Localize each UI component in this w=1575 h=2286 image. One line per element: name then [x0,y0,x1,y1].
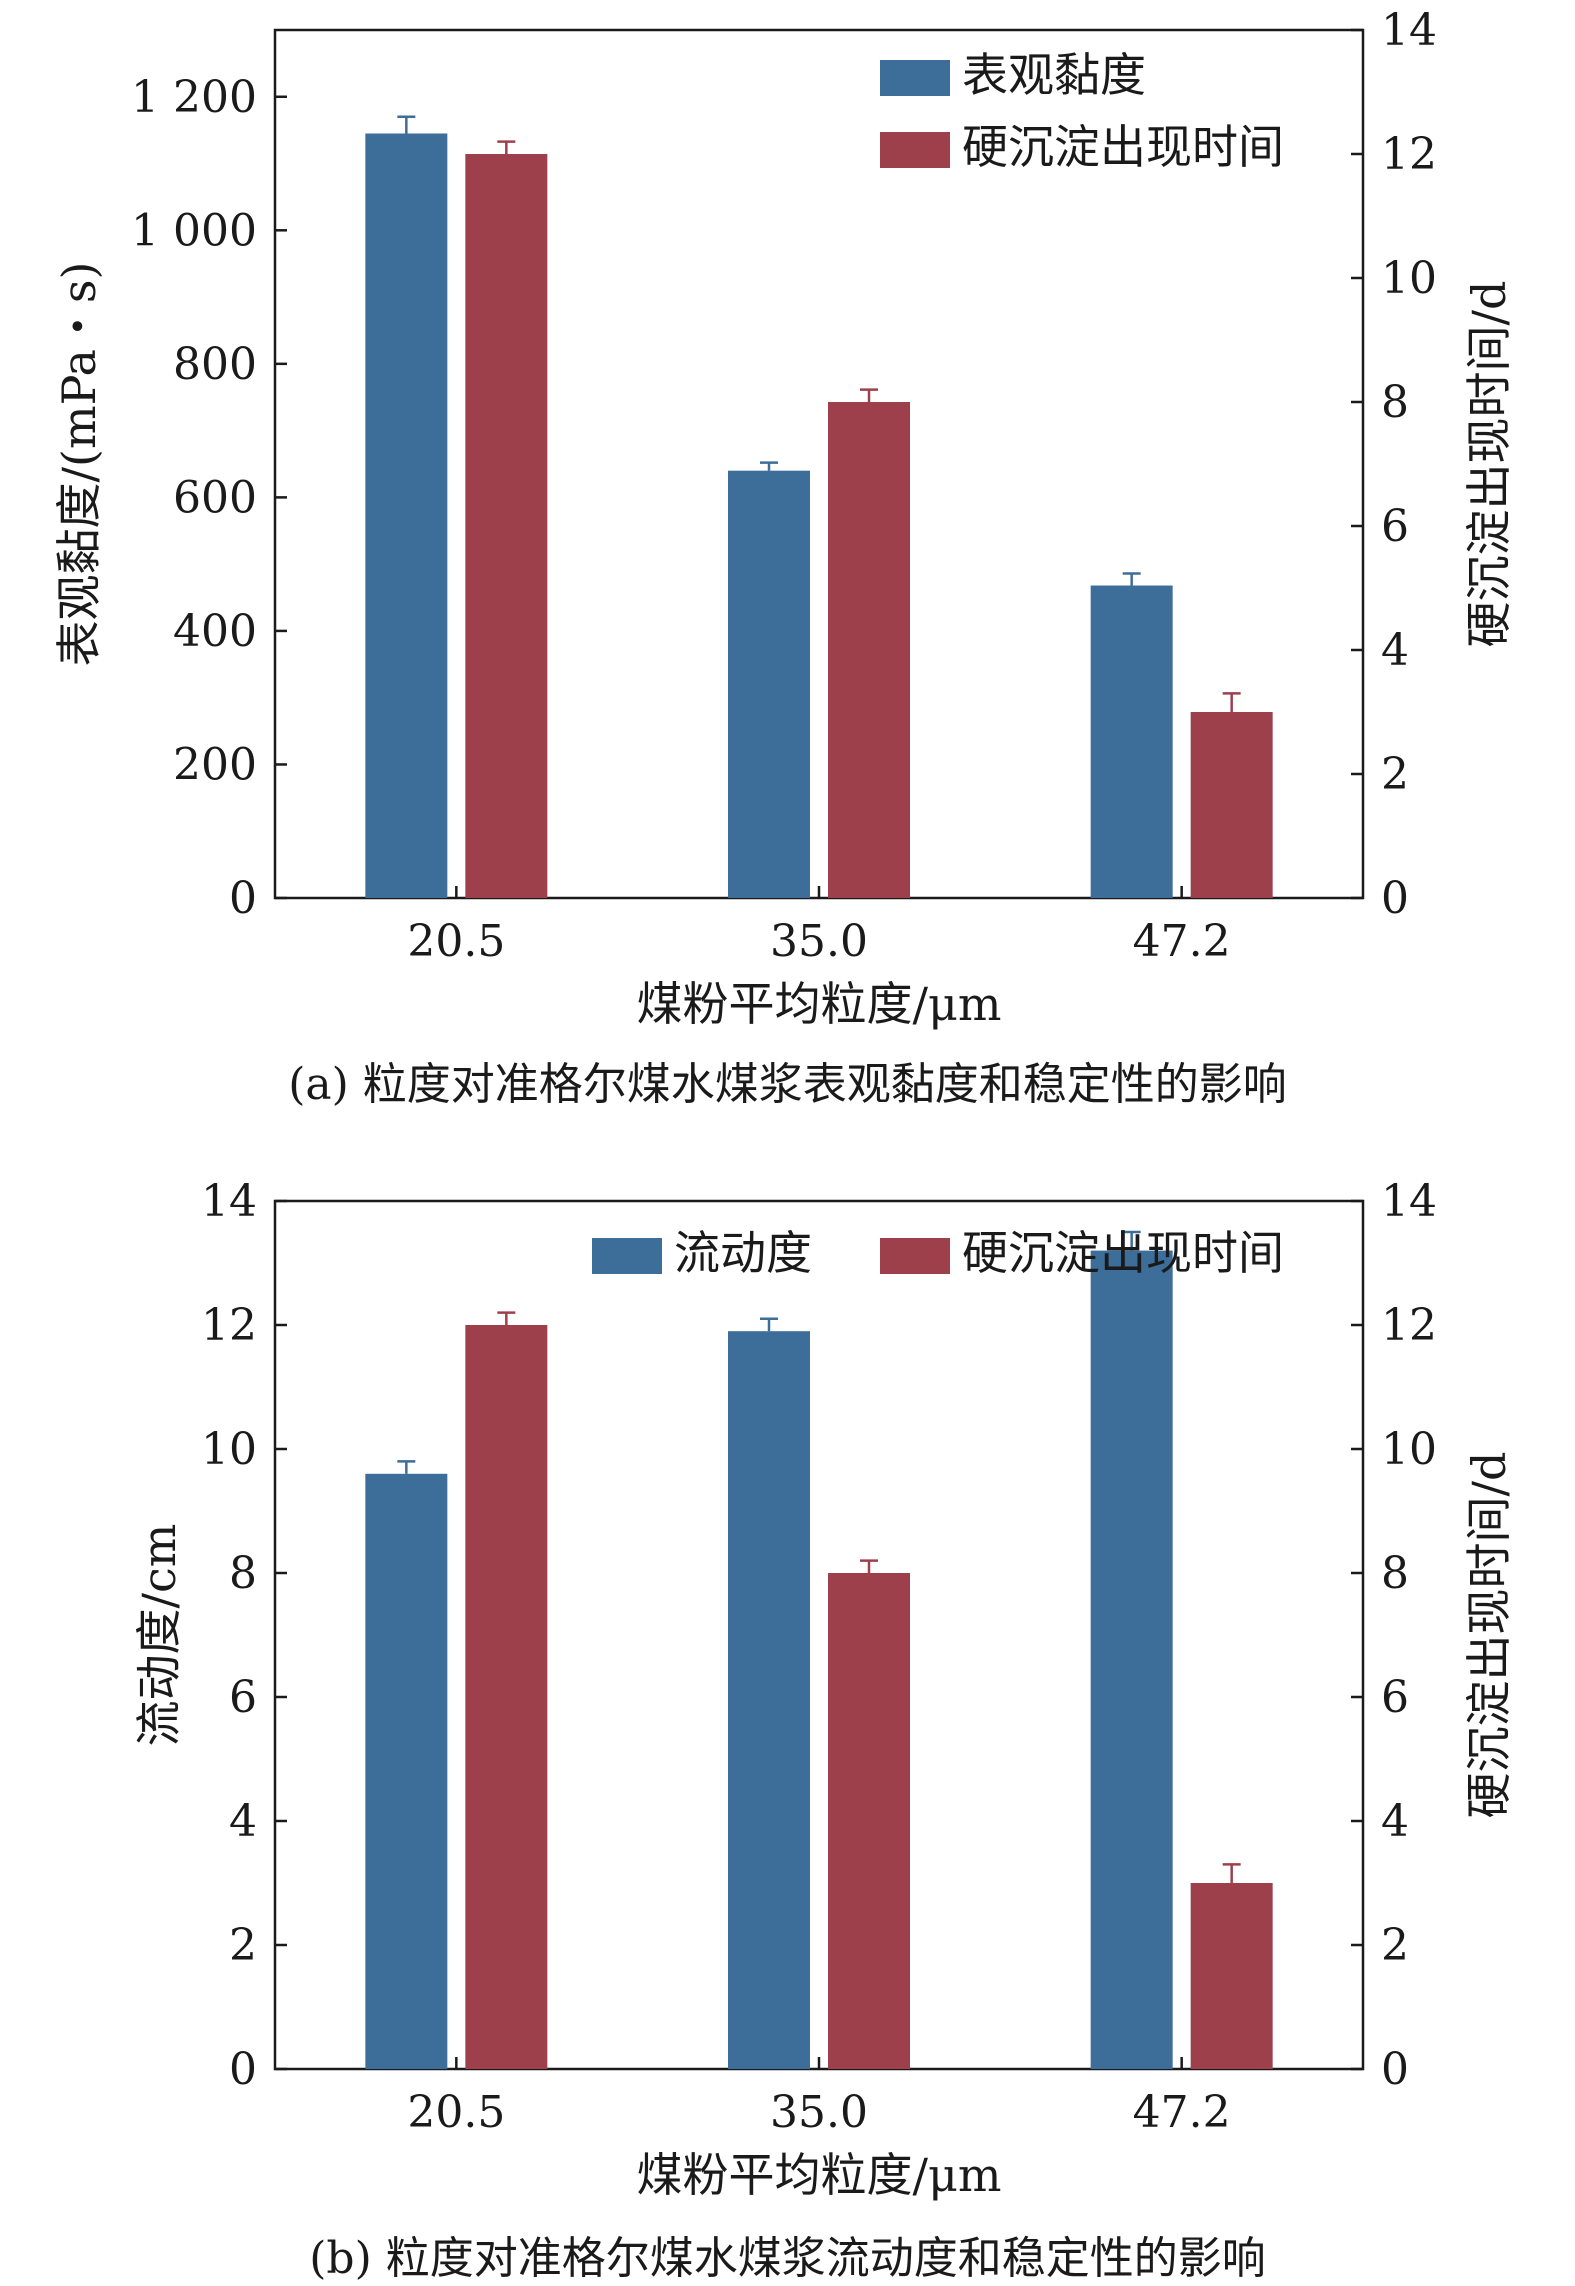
chart-b-ytick-label-left: 12 [201,1300,257,1351]
chart-b-ytick-label-right: 8 [1381,1548,1409,1599]
chart-a-legend-label: 表观黏度 [962,48,1146,102]
chart-b-bar [828,1573,910,2069]
chart-a-ytick-label-left: 800 [173,339,257,390]
chart-a-ytick-label-right: 6 [1381,501,1409,552]
chart-a-xtick-label: 35.0 [770,916,868,967]
chart-b-ytick-label-left: 8 [229,1548,257,1599]
chart-a-bar [365,133,448,898]
chart-a-ytick-label-left: 1 000 [131,205,257,256]
chart-a-bar [465,154,548,898]
chart-b-y-axis-title-right: 硬沉淀出现时间/d [1462,1452,1516,1819]
chart-a-ytick-label-right: 10 [1381,253,1437,304]
chart-b-ytick-label-left: 10 [201,1424,257,1475]
chart-a-y-axis-title-right: 硬沉淀出现时间/d [1462,281,1516,648]
chart-a-xtick-label: 47.2 [1133,916,1231,967]
chart-b-bar [365,1473,448,2069]
chart-b-x-axis-title: 煤粉平均粒度/μm [636,2148,1001,2202]
chart-a-ytick-label-left: 0 [229,873,257,924]
chart-a-bar [1190,712,1273,898]
chart-b-bar [1190,1883,1273,2069]
chart-b-ytick-label-right: 4 [1381,1796,1409,1847]
chart-b-ytick-label-left: 6 [229,1672,257,1723]
chart-b-bar [1090,1250,1173,2069]
chart-a-y-axis-title-left: 表观黏度/(mPa・s) [52,262,106,667]
caption-b: (b) 粒度对准格尔煤水煤浆流动度和稳定性的影响 [309,2233,1266,2284]
chart-b-ytick-label-left: 4 [229,1796,257,1847]
chart-b-bar [728,1331,810,2069]
chart-b-ytick-label-left: 0 [229,2044,257,2095]
chart-b-ytick-label-right: 0 [1381,2044,1409,2095]
chart-a-ytick-label-right: 4 [1381,625,1409,676]
chart-b-legend-label: 硬沉淀出现时间 [962,1226,1284,1280]
chart-b-xtick-label: 20.5 [407,2087,505,2138]
chart-a-ytick-label-right: 12 [1381,129,1437,180]
chart-b-bar [465,1325,548,2069]
chart-a-ytick-label-right: 14 [1381,5,1437,56]
chart-b-ytick-label-right: 10 [1381,1424,1437,1475]
chart-a-legend-swatch [880,60,950,96]
chart-b-ytick-label-left: 2 [229,1920,257,1971]
chart-a-legend-label: 硬沉淀出现时间 [962,120,1284,174]
chart-a-ytick-label-right: 0 [1381,873,1409,924]
chart-a-ytick-label-left: 600 [173,472,257,523]
chart-b-legend-swatch [592,1238,662,1274]
chart-a-bar [728,470,810,898]
caption-a: (a) 粒度对准格尔煤水煤浆表观黏度和稳定性的影响 [288,1059,1287,1110]
chart-b-legend-label: 流动度 [674,1226,812,1280]
chart-b-ytick-label-right: 14 [1381,1176,1437,1227]
chart-a-xtick-label: 20.5 [407,916,505,967]
chart-a-ytick-label-right: 8 [1381,377,1409,428]
chart-b-ytick-label-right: 12 [1381,1300,1437,1351]
chart-a-legend-swatch [880,132,950,168]
chart-b-xtick-label: 35.0 [770,2087,868,2138]
chart-a-bar [1090,585,1173,898]
chart-a-bar [828,402,910,898]
chart-a: 0 200 400 600 800 1 000 1 200 0 2 4 6 8 10 12 14 20.5 35… [52,5,1516,1031]
chart-b-xtick-label: 47.2 [1133,2087,1231,2138]
chart-b-ytick-label-right: 2 [1381,1920,1409,1971]
chart-b-y-axis-title-left: 流动度/cm [132,1524,186,1747]
chart-b-ytick-label-right: 6 [1381,1672,1409,1723]
chart-a-x-axis-title: 煤粉平均粒度/μm [636,977,1001,1031]
chart-a-ytick-label-left: 400 [173,606,257,657]
chart-b-legend-swatch [880,1238,950,1274]
chart-b-ytick-label-left: 14 [201,1176,257,1227]
chart-a-ytick-label-right: 2 [1381,749,1409,800]
chart-a-ytick-label-left: 200 [173,739,257,790]
chart-a-ytick-label-left: 1 200 [131,72,257,123]
